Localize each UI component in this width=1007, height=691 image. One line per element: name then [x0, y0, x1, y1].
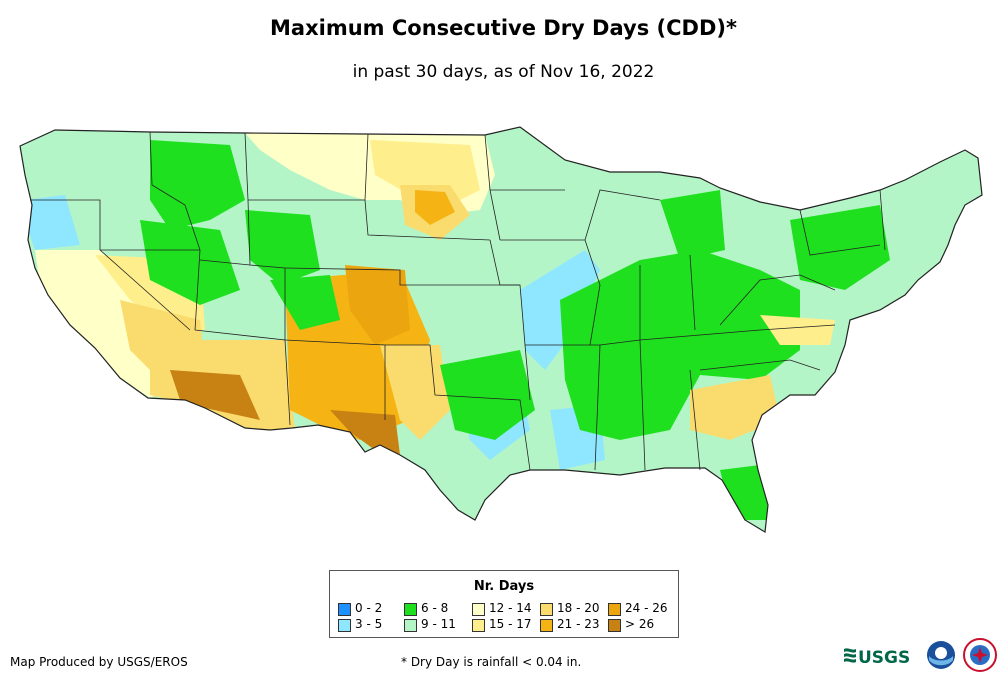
- legend-label: 18 - 20: [557, 601, 600, 615]
- legend-item: 9 - 11: [404, 617, 472, 633]
- legend-item: 15 - 17: [472, 617, 540, 633]
- legend-item: 21 - 23: [540, 617, 608, 633]
- legend-label: 9 - 11: [421, 617, 456, 631]
- legend-swatch: [608, 603, 621, 616]
- nws-logo: [963, 638, 997, 672]
- zone-montana-green: [150, 140, 245, 230]
- legend-swatch: [472, 619, 485, 632]
- conus-dry-days-map: [19, 126, 983, 533]
- noaa-logo: [927, 641, 955, 669]
- legend-swatch: [338, 603, 351, 616]
- legend-swatch: [608, 619, 621, 632]
- zone-colorado-green: [270, 275, 340, 330]
- state-boundaries: [19, 126, 983, 533]
- legend-label: > 26: [625, 617, 655, 631]
- legend-swatch: [338, 619, 351, 632]
- legend-swatch: [472, 603, 485, 616]
- zone-nebraska-core: [415, 190, 455, 225]
- producer-credit: Map Produced by USGS/EROS: [10, 655, 188, 669]
- legend-item: 6 - 8: [404, 601, 472, 617]
- legend-swatch: [540, 603, 553, 616]
- zone-michigan-green: [660, 190, 725, 260]
- legend-label: 12 - 14: [489, 601, 532, 615]
- zone-arizona-south: [170, 370, 260, 420]
- zone-idaho-green: [140, 220, 240, 305]
- zone-florida-green: [720, 465, 770, 520]
- legend-swatch: [404, 603, 417, 616]
- zone-carolinas: [690, 375, 780, 440]
- legend-item: 12 - 14: [472, 601, 540, 617]
- legend-label: 6 - 8: [421, 601, 449, 615]
- legend-label: 21 - 23: [557, 617, 600, 631]
- legend: Nr. Days 0 - 2 3 - 5 6 - 8 9 - 11 12 - 1…: [329, 570, 679, 638]
- zone-virginia-dry: [760, 315, 835, 345]
- legend-title: Nr. Days: [473, 579, 535, 594]
- legend-swatch: [540, 619, 553, 632]
- zone-missouri-blue: [520, 250, 600, 370]
- legend-item: > 26: [608, 617, 676, 633]
- zone-big-bend: [330, 410, 400, 455]
- legend-item: 24 - 26: [608, 601, 676, 617]
- dry-day-footnote: * Dry Day is rainfall < 0.04 in.: [401, 655, 582, 669]
- zone-pacific-nw: [25, 195, 80, 250]
- legend-item: 3 - 5: [338, 617, 406, 633]
- legend-label: 0 - 2: [355, 601, 383, 615]
- legend-item: 18 - 20: [540, 601, 608, 617]
- zone-colorado-front: [345, 265, 410, 345]
- usgs-logo-text: USGS: [858, 648, 910, 668]
- legend-label: 3 - 5: [355, 617, 383, 631]
- zone-northeast-green: [790, 205, 890, 290]
- zone-texas-green: [440, 350, 535, 440]
- legend-item: 0 - 2: [338, 601, 406, 617]
- map-title: Maximum Consecutive Dry Days (CDD)*: [270, 16, 737, 40]
- map-subtitle: in past 30 days, as of Nov 16, 2022: [352, 62, 655, 82]
- usgs-logo: USGS: [844, 648, 910, 668]
- legend-swatch: [404, 619, 417, 632]
- legend-label: 15 - 17: [489, 617, 532, 631]
- legend-label: 24 - 26: [625, 601, 668, 615]
